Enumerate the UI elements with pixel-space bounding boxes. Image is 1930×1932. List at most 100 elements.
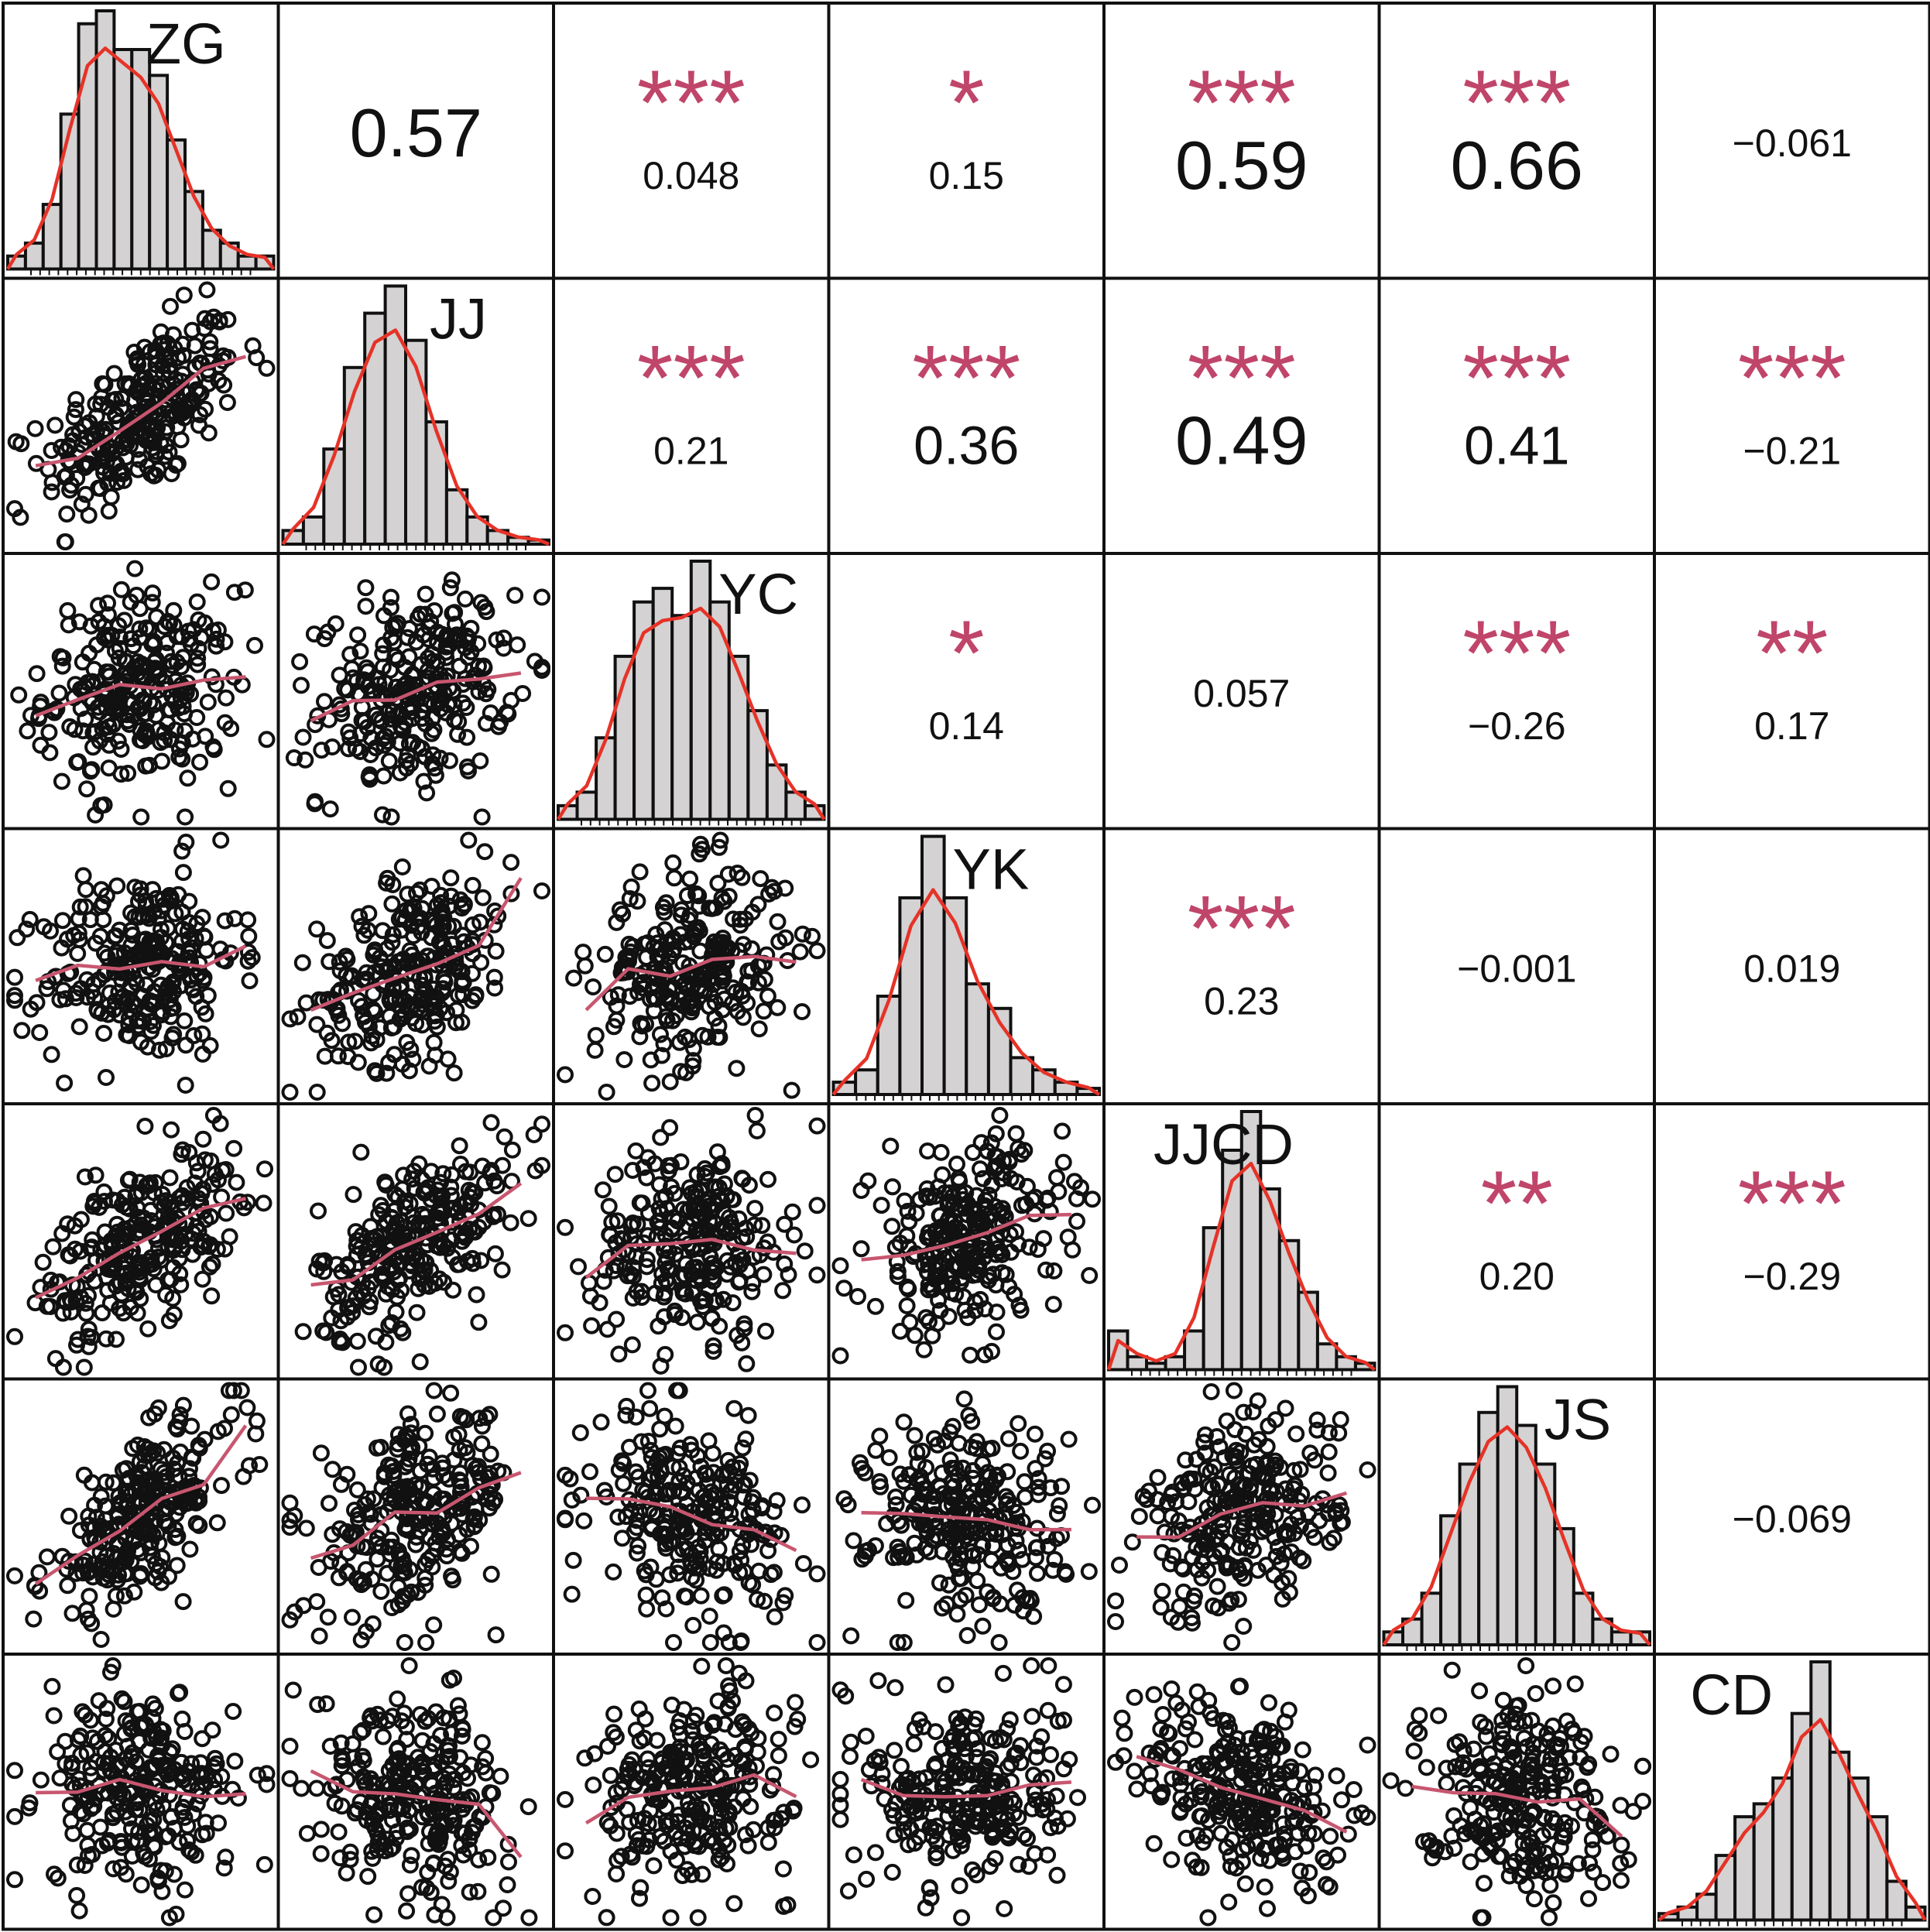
data-point bbox=[598, 1321, 616, 1338]
data-point bbox=[184, 1225, 202, 1242]
data-point bbox=[425, 1382, 443, 1399]
data-point bbox=[321, 1495, 338, 1512]
data-point bbox=[310, 1202, 327, 1220]
data-point bbox=[774, 1282, 792, 1300]
data-point bbox=[128, 587, 146, 604]
data-point bbox=[54, 1358, 72, 1376]
data-point bbox=[1330, 1424, 1348, 1442]
data-point bbox=[115, 1266, 133, 1284]
data-point bbox=[663, 1696, 680, 1714]
data-point bbox=[77, 881, 94, 899]
data-point bbox=[80, 1321, 98, 1338]
data-point bbox=[158, 644, 175, 662]
histogram-bar bbox=[1315, 1342, 1339, 1372]
data-point bbox=[460, 831, 478, 849]
data-point bbox=[194, 1730, 211, 1748]
data-point bbox=[447, 615, 464, 633]
data-point bbox=[104, 1191, 122, 1209]
data-point bbox=[718, 1252, 736, 1269]
data-point bbox=[557, 1842, 574, 1860]
data-point bbox=[705, 1293, 723, 1311]
data-point bbox=[794, 1003, 811, 1020]
data-point bbox=[656, 942, 674, 960]
data-point bbox=[31, 1024, 49, 1041]
data-point bbox=[610, 1245, 628, 1262]
data-point bbox=[173, 903, 191, 921]
data-point bbox=[77, 485, 94, 503]
data-point bbox=[65, 927, 83, 944]
data-point bbox=[228, 1173, 245, 1191]
data-point bbox=[159, 1271, 177, 1289]
data-point bbox=[255, 1194, 273, 1212]
data-point bbox=[424, 988, 442, 1005]
correlation-cell: ***0.49 bbox=[1175, 326, 1308, 478]
data-point bbox=[423, 1163, 440, 1180]
data-point bbox=[749, 974, 767, 992]
data-point bbox=[146, 983, 163, 1001]
data-point bbox=[425, 1616, 443, 1634]
data-point bbox=[22, 1000, 39, 1018]
data-point bbox=[321, 994, 339, 1012]
correlation-cell: ***−0.29 bbox=[1738, 1152, 1846, 1298]
data-point bbox=[87, 723, 105, 741]
data-point bbox=[187, 930, 204, 947]
data-point bbox=[897, 1591, 915, 1609]
data-point bbox=[434, 1165, 452, 1183]
data-point bbox=[30, 707, 48, 724]
data-point bbox=[444, 1281, 462, 1299]
data-point bbox=[410, 1215, 427, 1233]
data-point bbox=[57, 1292, 74, 1310]
data-point bbox=[411, 1353, 429, 1371]
data-point bbox=[681, 870, 699, 888]
histogram-bar bbox=[59, 112, 81, 271]
significance-stars: *** bbox=[1188, 876, 1296, 980]
data-point bbox=[533, 588, 550, 606]
data-point bbox=[533, 1156, 550, 1174]
data-point bbox=[652, 1129, 670, 1146]
data-point bbox=[715, 892, 733, 910]
data-point bbox=[174, 1593, 192, 1611]
data-point bbox=[18, 920, 36, 938]
data-point bbox=[281, 1738, 299, 1755]
data-point bbox=[207, 637, 225, 655]
data-point bbox=[339, 1255, 357, 1273]
data-point bbox=[281, 1084, 299, 1101]
data-point bbox=[451, 1137, 468, 1155]
data-point bbox=[189, 656, 207, 673]
data-point bbox=[338, 1308, 356, 1326]
data-point bbox=[475, 1213, 492, 1231]
data-point bbox=[639, 934, 656, 951]
data-point bbox=[46, 1350, 64, 1368]
data-point bbox=[557, 1324, 574, 1341]
data-point bbox=[6, 1871, 23, 1889]
data-point bbox=[725, 1895, 743, 1913]
data-point bbox=[331, 666, 348, 684]
data-point bbox=[506, 587, 524, 605]
data-point bbox=[685, 1200, 703, 1218]
data-point bbox=[1044, 1296, 1062, 1314]
data-point bbox=[424, 746, 442, 764]
data-point bbox=[750, 1020, 768, 1038]
data-point bbox=[176, 1012, 194, 1029]
data-point bbox=[70, 1018, 88, 1036]
data-point bbox=[1054, 1153, 1072, 1171]
data-point bbox=[396, 1634, 413, 1651]
data-point bbox=[410, 918, 427, 936]
data-point bbox=[375, 1358, 393, 1376]
data-point bbox=[156, 724, 173, 742]
data-point bbox=[281, 1010, 299, 1028]
data-point bbox=[79, 1327, 97, 1345]
data-point bbox=[6, 968, 23, 986]
data-point bbox=[1016, 1473, 1034, 1491]
data-point bbox=[446, 604, 464, 622]
significance-stars: *** bbox=[1462, 326, 1571, 430]
data-point bbox=[391, 764, 409, 782]
data-point bbox=[74, 867, 92, 885]
data-point bbox=[45, 1707, 63, 1725]
data-point bbox=[201, 333, 219, 351]
data-point bbox=[730, 1210, 748, 1228]
data-point bbox=[6, 1807, 24, 1825]
data-point bbox=[177, 1077, 194, 1094]
data-point bbox=[95, 447, 113, 465]
data-point bbox=[117, 665, 135, 683]
